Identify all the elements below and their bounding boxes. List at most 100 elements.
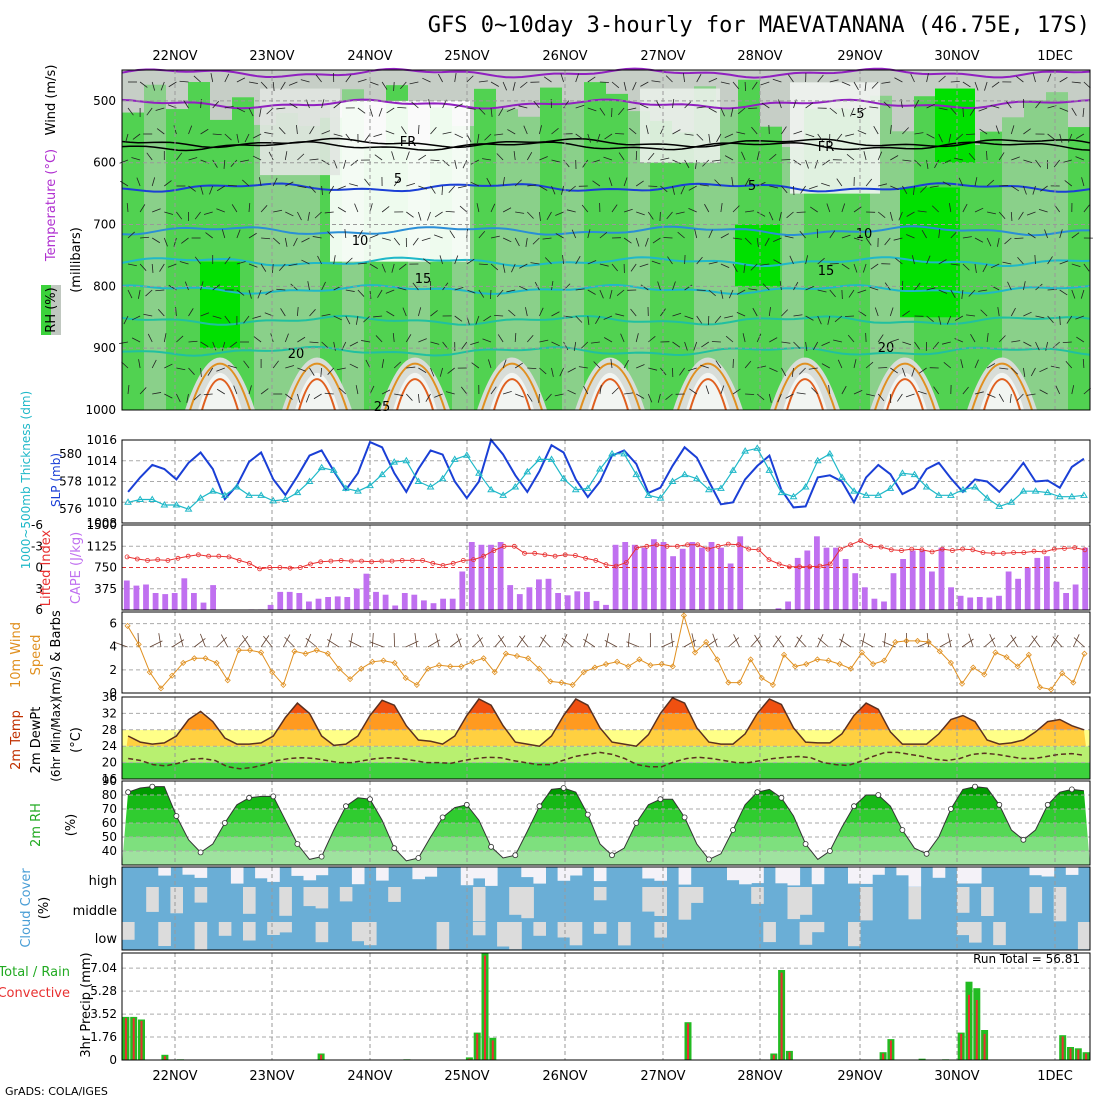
wind-speed-point [725, 679, 732, 686]
wind-barb [200, 312, 210, 317]
rh-fill-column [672, 132, 694, 410]
li-point [277, 565, 283, 570]
wind-barb [853, 81, 859, 90]
wind-barb [805, 159, 809, 169]
wind-barb [333, 341, 336, 351]
wind-barb [682, 73, 685, 83]
wind-barb [470, 181, 480, 187]
wind-barb [853, 263, 858, 273]
precip-conv-bar [889, 1040, 892, 1060]
wind-barb [938, 289, 948, 294]
wind-barb [744, 177, 750, 187]
wind-barb [592, 180, 601, 187]
wind-barb [381, 263, 386, 273]
isotherm-line [121, 314, 1091, 326]
wind-barb [800, 185, 806, 194]
surface-wind-barb [200, 633, 206, 648]
thickness-point [850, 487, 858, 494]
isotherm-hot [591, 378, 629, 411]
wind-speed-point [547, 678, 554, 685]
wind-barb [1010, 125, 1015, 135]
wind-barb [345, 289, 355, 292]
wind-barb [1026, 211, 1036, 216]
cloud-cell [569, 867, 583, 876]
rh-point [488, 843, 495, 850]
wind-barb [127, 263, 137, 267]
cape-bar [660, 542, 667, 610]
cape-bar [421, 600, 427, 610]
thickness-point [511, 483, 520, 490]
day-label-top: 1DEC [1037, 49, 1073, 64]
thickness-point [971, 483, 979, 490]
rh-fill-column [584, 82, 606, 410]
wind-barb [1023, 128, 1031, 135]
wind-speed-point [658, 661, 665, 668]
li-point [634, 545, 639, 551]
wind-barb [1081, 177, 1085, 187]
wind-barb [996, 237, 1000, 247]
wind-barb [1023, 281, 1026, 291]
wind-barb [575, 288, 585, 291]
thickness-line [127, 447, 1084, 510]
wind10m-label: 10m Wind [9, 622, 24, 688]
wind-barb [756, 237, 759, 247]
wind-barb [155, 107, 165, 111]
contour-label: 25 [374, 400, 391, 415]
li-point [685, 542, 690, 548]
cloud-cell [956, 887, 970, 913]
li-point [909, 546, 915, 552]
wind-speed-point [836, 661, 843, 668]
wind-barb [321, 99, 325, 109]
wind-barb [639, 263, 649, 268]
wind-barb [532, 237, 540, 245]
thickness-label: 1000~500mb Thickness (dm) [19, 391, 33, 569]
wind-barb [562, 255, 564, 265]
li-point [562, 552, 568, 558]
wind-barb [781, 126, 787, 135]
wind-barb [974, 207, 984, 213]
wind-speed-point [391, 659, 398, 666]
wind-barb [508, 309, 516, 317]
thickness-point [124, 498, 132, 505]
wind-barb [750, 263, 758, 271]
slp-tick-label: 1016 [86, 433, 117, 447]
wind-barb [285, 181, 294, 187]
precip-total-label: Total / Rain [0, 965, 70, 980]
wind-barb [418, 393, 420, 403]
surface-wind-barb [194, 638, 206, 648]
wind-barb [385, 130, 395, 135]
rh-point [851, 803, 857, 810]
wind-barb [587, 76, 596, 83]
wind-barb [1011, 156, 1020, 161]
wind-barb [805, 102, 814, 109]
li-point [236, 558, 242, 563]
wind-barb [309, 309, 316, 317]
rh-fill-column [540, 87, 562, 411]
wind-speed-point [714, 656, 721, 663]
wind-barb [157, 309, 165, 317]
wind-barb [507, 129, 516, 135]
wind-barb [926, 255, 931, 265]
wind-barb [1059, 77, 1068, 83]
cape-bar [699, 547, 705, 610]
wind-speed-point [814, 656, 821, 663]
cloud-cell [787, 887, 801, 920]
cape-bar [334, 596, 341, 610]
wind-barb [848, 289, 855, 298]
cloud-cell [969, 922, 982, 943]
wind-barb [986, 363, 996, 369]
thickness-point [995, 502, 1004, 509]
thickness-point [898, 469, 907, 476]
wind-barb [778, 99, 782, 109]
cloud-cell [146, 887, 159, 912]
thickness-point [1055, 492, 1064, 500]
thickness-point [547, 455, 556, 462]
wind-barb [817, 133, 824, 142]
wind-barb [224, 73, 230, 83]
wind-barb [297, 153, 305, 161]
temp-tick-label: 20 [102, 756, 117, 770]
wind-barb [224, 315, 231, 324]
wind-barb [381, 81, 388, 90]
wind-barb [288, 263, 298, 267]
wind-barb [418, 124, 420, 135]
